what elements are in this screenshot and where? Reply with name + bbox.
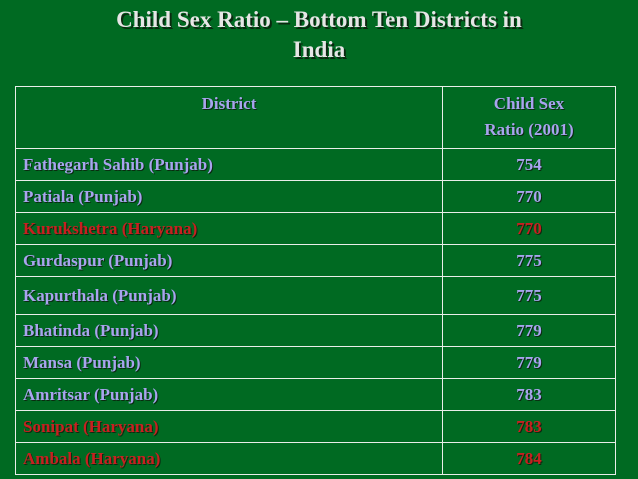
district-cell: Fathegarh Sahib (Punjab) <box>15 148 443 181</box>
ratio-cell: 783 <box>442 410 616 443</box>
slide-title-line-1: Child Sex Ratio – Bottom Ten Districts i… <box>116 7 522 32</box>
district-cell: Patiala (Punjab) <box>15 180 443 213</box>
district-header-label: District <box>201 94 257 113</box>
table-row: Amritsar (Punjab) 783 <box>15 378 616 411</box>
table-row: Kurukshetra (Haryana) 770 <box>15 212 616 245</box>
district-ratio-table: District Child Sex Ratio (2001) Fathegar… <box>15 86 616 475</box>
ratio-cell: 775 <box>442 244 616 277</box>
ratio-cell: 779 <box>442 314 616 347</box>
district-cell: Gurdaspur (Punjab) <box>15 244 443 277</box>
table-row: Sonipat (Haryana) 783 <box>15 410 616 443</box>
slide-title-line-2: India <box>292 37 346 62</box>
district-cell: Ambala (Haryana) <box>15 442 443 475</box>
table-row: Kapurthala (Punjab) 775 <box>15 276 616 315</box>
table-row: Patiala (Punjab) 770 <box>15 180 616 213</box>
district-cell: Bhatinda (Punjab) <box>15 314 443 347</box>
district-cell: Kapurthala (Punjab) <box>15 276 443 315</box>
ratio-cell: 754 <box>442 148 616 181</box>
district-cell: Kurukshetra (Haryana) <box>15 212 443 245</box>
table-row: Mansa (Punjab) 779 <box>15 346 616 379</box>
ratio-header-line-1: Child Sex <box>493 94 565 113</box>
table-row: Gurdaspur (Punjab) 775 <box>15 244 616 277</box>
table-row: Bhatinda (Punjab) 779 <box>15 314 616 347</box>
ratio-column-header: Child Sex Ratio (2001) <box>442 86 616 149</box>
table-row: Ambala (Haryana) 784 <box>15 442 616 475</box>
ratio-cell: 784 <box>442 442 616 475</box>
district-cell: Amritsar (Punjab) <box>15 378 443 411</box>
district-cell: Sonipat (Haryana) <box>15 410 443 443</box>
ratio-cell: 783 <box>442 378 616 411</box>
ratio-cell: 775 <box>442 276 616 315</box>
ratio-cell: 770 <box>442 212 616 245</box>
table-row: Fathegarh Sahib (Punjab) 754 <box>15 148 616 181</box>
district-cell: Mansa (Punjab) <box>15 346 443 379</box>
slide-title: Child Sex Ratio – Bottom Ten Districts i… <box>30 5 608 65</box>
ratio-cell: 779 <box>442 346 616 379</box>
ratio-cell: 770 <box>442 180 616 213</box>
ratio-header-line-2: Ratio (2001) <box>484 120 574 139</box>
table-header-row: District Child Sex Ratio (2001) <box>15 86 616 149</box>
district-column-header: District <box>15 86 443 149</box>
